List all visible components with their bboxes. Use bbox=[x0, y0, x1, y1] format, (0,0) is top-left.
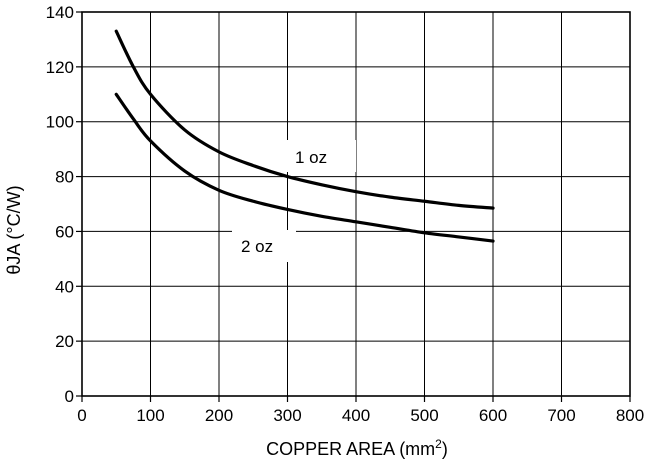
x-tick-labels: 0 100 200 300 400 500 600 700 800 bbox=[77, 396, 644, 425]
x-tick-label: 800 bbox=[616, 406, 644, 425]
y-tick-label: 60 bbox=[55, 222, 74, 241]
y-tick-label: 120 bbox=[46, 58, 74, 77]
y-tick-label: 40 bbox=[55, 277, 74, 296]
x-axis-title: COPPER AREA (mm2) bbox=[266, 437, 448, 459]
grid bbox=[81, 11, 631, 397]
series-label-2oz: 2 oz bbox=[241, 237, 273, 256]
y-tick-label: 140 bbox=[46, 3, 74, 22]
series-label-1oz: 1 oz bbox=[295, 148, 327, 167]
x-tick-label: 0 bbox=[77, 406, 86, 425]
x-tick-label: 300 bbox=[273, 406, 301, 425]
x-tick-label: 500 bbox=[410, 406, 438, 425]
x-tick-label: 400 bbox=[342, 406, 370, 425]
x-axis-title-superscript: 2 bbox=[435, 437, 442, 451]
x-axis-title-close: ) bbox=[442, 439, 448, 459]
y-tick-label: 80 bbox=[55, 168, 74, 187]
x-tick-label: 600 bbox=[479, 406, 507, 425]
series-label-2oz-backdrop bbox=[232, 230, 296, 262]
y-tick-labels: 0 20 40 60 80 100 120 140 bbox=[46, 3, 82, 406]
y-tick-label: 0 bbox=[65, 387, 74, 406]
series-label-1oz-backdrop bbox=[284, 140, 356, 172]
series-lines bbox=[114, 29, 495, 243]
x-tick-label: 700 bbox=[547, 406, 575, 425]
y-axis-title: θJA (°C/W) bbox=[4, 185, 24, 274]
x-tick-label: 100 bbox=[136, 406, 164, 425]
y-tick-label: 20 bbox=[55, 332, 74, 351]
y-tick-label: 100 bbox=[46, 113, 74, 132]
x-axis-title-text: COPPER AREA (mm bbox=[266, 439, 435, 459]
series-line-2oz bbox=[114, 92, 495, 243]
x-tick-label: 200 bbox=[205, 406, 233, 425]
series-line-1oz bbox=[114, 29, 495, 210]
